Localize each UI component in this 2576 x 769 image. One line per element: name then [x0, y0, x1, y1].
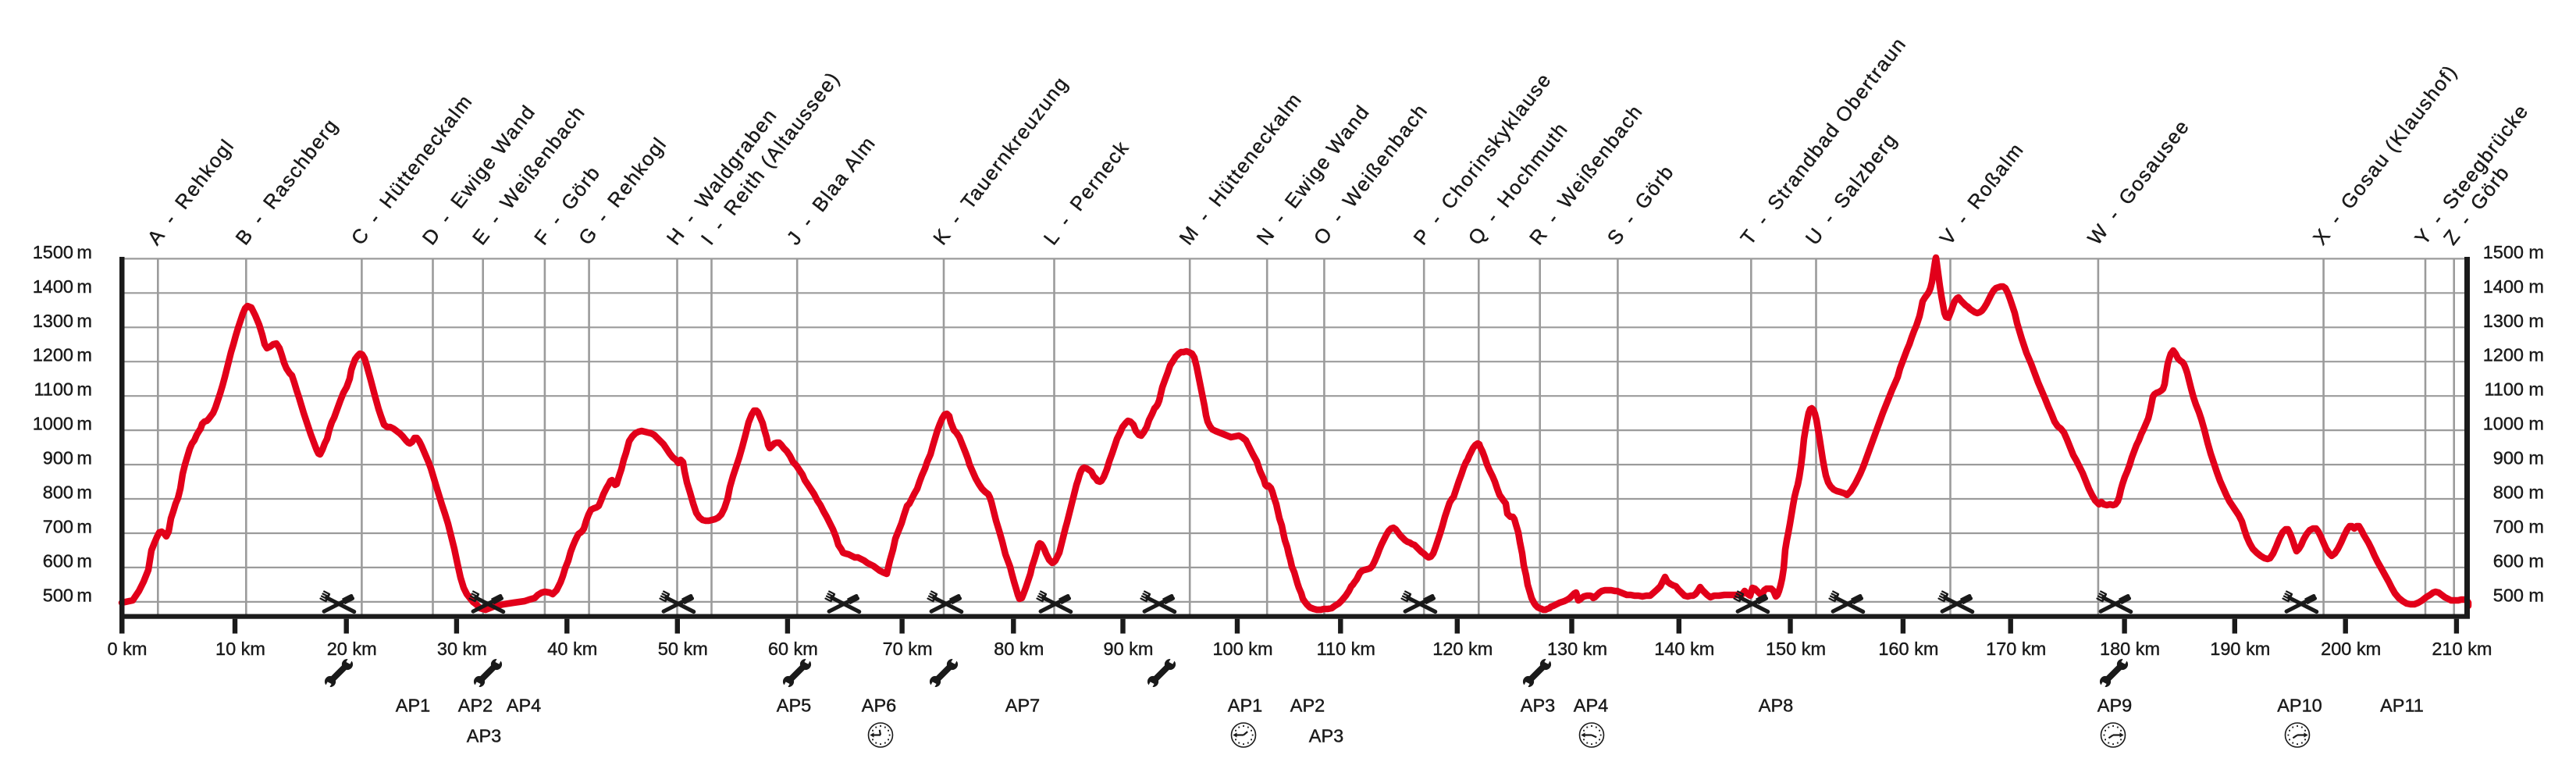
svg-text:m: m	[2528, 550, 2544, 571]
svg-text:800: 800	[2493, 482, 2524, 503]
svg-text:190 km: 190 km	[2210, 639, 2270, 659]
svg-text:AP8: AP8	[1759, 696, 1793, 716]
svg-text:m: m	[2528, 517, 2544, 537]
svg-text:m: m	[2528, 448, 2544, 468]
svg-text:m: m	[76, 517, 92, 537]
svg-text:m: m	[2528, 482, 2544, 503]
svg-text:AP3: AP3	[1521, 696, 1555, 716]
svg-text:900: 900	[43, 448, 73, 468]
svg-text:1400: 1400	[33, 276, 73, 297]
svg-text:40 km: 40 km	[547, 639, 597, 659]
svg-text:m: m	[2528, 414, 2544, 434]
svg-text:AP2: AP2	[458, 696, 493, 716]
svg-text:30 km: 30 km	[437, 639, 487, 659]
svg-text:m: m	[2528, 311, 2544, 331]
svg-text:1300: 1300	[2483, 311, 2524, 331]
svg-text:m: m	[2528, 585, 2544, 605]
svg-text:AP11: AP11	[2380, 696, 2424, 716]
svg-text:120 km: 120 km	[1432, 639, 1493, 659]
svg-text:1500: 1500	[2483, 242, 2524, 262]
svg-text:m: m	[2528, 345, 2544, 365]
svg-text:600: 600	[43, 550, 73, 571]
svg-text:180 km: 180 km	[2100, 639, 2160, 659]
svg-text:140 km: 140 km	[1654, 639, 1714, 659]
svg-text:700: 700	[43, 517, 73, 537]
svg-text:AP4: AP4	[1574, 696, 1608, 716]
svg-text:100 km: 100 km	[1212, 639, 1272, 659]
svg-text:600: 600	[2493, 550, 2524, 571]
svg-text:900: 900	[2493, 448, 2524, 468]
svg-text:m: m	[76, 414, 92, 434]
svg-text:500: 500	[43, 585, 73, 605]
svg-text:160 km: 160 km	[1878, 639, 1938, 659]
svg-text:90 km: 90 km	[1104, 639, 1154, 659]
svg-text:AP1: AP1	[396, 696, 430, 716]
svg-text:700: 700	[2493, 517, 2524, 537]
svg-text:60 km: 60 km	[768, 639, 818, 659]
svg-text:AP7: AP7	[1005, 696, 1040, 716]
svg-text:10 km: 10 km	[215, 639, 265, 659]
svg-text:0 km: 0 km	[108, 639, 148, 659]
svg-text:m: m	[2528, 276, 2544, 297]
svg-text:m: m	[2528, 242, 2544, 262]
svg-text:1400: 1400	[2483, 276, 2524, 297]
svg-text:1000: 1000	[33, 414, 73, 434]
svg-text:AP1: AP1	[1228, 696, 1262, 716]
svg-text:AP2: AP2	[1290, 696, 1325, 716]
svg-text:1500: 1500	[33, 242, 73, 262]
svg-text:70 km: 70 km	[883, 639, 933, 659]
svg-text:m: m	[76, 345, 92, 365]
svg-text:110 km: 110 km	[1317, 639, 1375, 659]
svg-text:500: 500	[2493, 585, 2524, 605]
svg-text:210 km: 210 km	[2432, 639, 2492, 659]
svg-text:1200: 1200	[33, 345, 73, 365]
svg-text:1000: 1000	[2483, 414, 2524, 434]
svg-text:AP6: AP6	[862, 696, 896, 716]
svg-text:m: m	[76, 242, 92, 262]
svg-text:80 km: 80 km	[994, 639, 1044, 659]
svg-text:150 km: 150 km	[1766, 639, 1826, 659]
svg-text:AP5: AP5	[777, 696, 811, 716]
svg-text:AP4: AP4	[507, 696, 541, 716]
svg-text:20 km: 20 km	[327, 639, 377, 659]
svg-text:m: m	[76, 585, 92, 605]
svg-text:170 km: 170 km	[1986, 639, 2046, 659]
svg-text:1300: 1300	[33, 311, 73, 331]
svg-text:1200: 1200	[2483, 345, 2524, 365]
svg-text:m: m	[76, 276, 92, 297]
svg-text:1100: 1100	[34, 379, 73, 400]
svg-text:50 km: 50 km	[658, 639, 708, 659]
svg-text:m: m	[76, 448, 92, 468]
svg-text:1100: 1100	[2484, 379, 2524, 400]
svg-text:130 km: 130 km	[1547, 639, 1607, 659]
svg-text:AP3: AP3	[1309, 726, 1343, 746]
svg-text:800: 800	[43, 482, 73, 503]
svg-text:AP9: AP9	[2097, 696, 2132, 716]
svg-text:m: m	[76, 550, 92, 571]
svg-text:m: m	[76, 379, 92, 400]
svg-text:m: m	[2528, 379, 2544, 400]
svg-text:m: m	[76, 482, 92, 503]
svg-text:AP10: AP10	[2277, 696, 2322, 716]
svg-text:AP3: AP3	[467, 726, 501, 746]
svg-text:200 km: 200 km	[2321, 639, 2381, 659]
svg-text:m: m	[76, 311, 92, 331]
